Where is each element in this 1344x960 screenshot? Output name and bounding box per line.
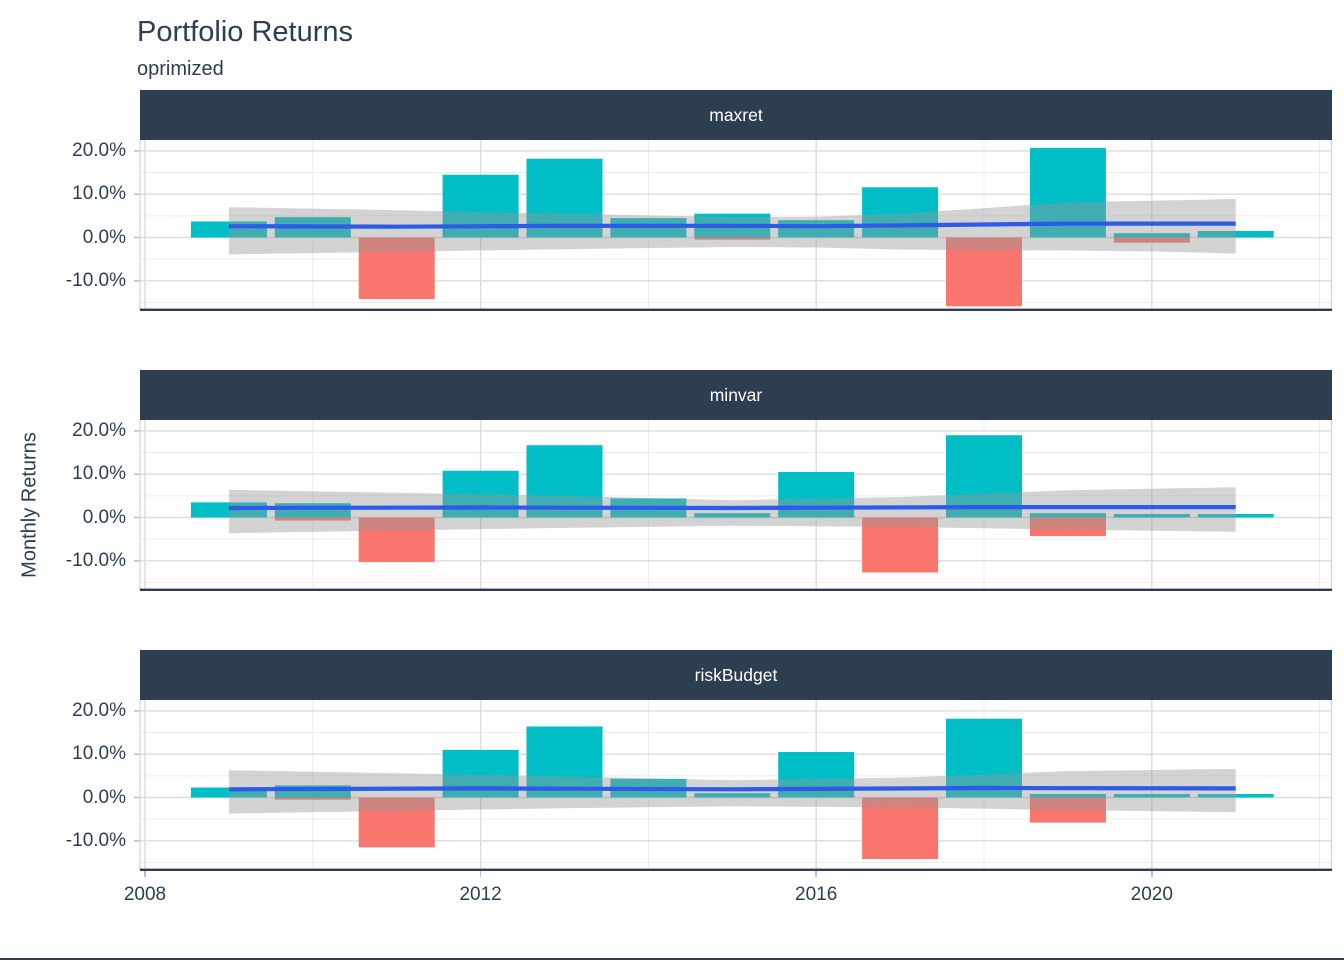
return-bar-negative <box>1029 517 1106 537</box>
return-bar-positive <box>778 472 855 518</box>
return-bar-negative <box>358 797 435 848</box>
return-bar-negative <box>862 517 939 573</box>
mean-return-line <box>228 221 1236 229</box>
return-bar-positive <box>862 187 939 238</box>
return-bar-positive <box>1113 233 1190 238</box>
facet-panel-maxret <box>134 140 1332 311</box>
panel-axis-line-bottom <box>140 868 1332 871</box>
x-tick-label: 2016 <box>795 884 838 905</box>
mean-return-line <box>228 504 1236 511</box>
return-bar-positive <box>526 726 603 798</box>
return-bar-positive <box>694 513 771 518</box>
return-bar-negative <box>358 517 435 563</box>
y-tick-label: 0.0% <box>82 506 126 528</box>
return-bar-positive <box>190 787 267 798</box>
y-tick-label: -10.0% <box>65 829 126 851</box>
facet-strip-label: minvar <box>709 384 763 405</box>
return-bar-companion <box>1029 794 1106 798</box>
facet-strip-label: maxret <box>709 104 763 125</box>
return-bar-positive <box>526 445 603 518</box>
return-bar-companion <box>1113 237 1190 243</box>
return-bar-positive <box>442 470 519 518</box>
return-bar-companion <box>1029 513 1106 518</box>
plot-bottom-border <box>0 958 1344 960</box>
facet-strip-minvar: minvar <box>140 370 1332 420</box>
y-tick-label: -10.0% <box>65 269 126 291</box>
y-tick-label: -10.0% <box>65 549 126 571</box>
x-tick-label: 2008 <box>123 884 167 905</box>
facet-strip-riskbudget: riskBudget <box>140 650 1332 700</box>
y-tick-label: 0.0% <box>82 226 126 248</box>
facet-panel-minvar <box>134 420 1332 591</box>
mean-return-line <box>228 785 1236 792</box>
x-tick-mark <box>1151 871 1153 877</box>
confidence-ribbon <box>228 487 1236 534</box>
facet-strip-label: riskBudget <box>694 664 778 685</box>
x-tick-mark <box>815 871 817 877</box>
x-tick-mark <box>479 871 482 877</box>
y-tick-label: 0.0% <box>82 786 126 808</box>
return-bar-negative <box>946 237 1022 307</box>
y-tick-label: 10.0% <box>72 463 126 485</box>
return-bar-companion <box>694 237 771 240</box>
return-bar-positive <box>946 435 1022 518</box>
facet-panel-riskbudget <box>134 700 1332 871</box>
return-bar-negative <box>862 797 939 859</box>
chart-subtitle: oprimized <box>137 58 224 80</box>
return-bar-positive <box>1113 794 1190 798</box>
x-tick-label: 2012 <box>459 884 502 905</box>
return-bar-positive <box>1197 231 1274 238</box>
return-bar-positive <box>1197 794 1274 798</box>
panel-axis-line-bottom <box>140 588 1332 591</box>
y-tick-label: 20.0% <box>72 699 126 721</box>
panel-axis-line-bottom <box>140 308 1332 311</box>
y-tick-label: 10.0% <box>72 743 126 765</box>
return-bar-negative <box>358 237 435 299</box>
y-tick-label: 20.0% <box>72 419 126 441</box>
return-bar-positive <box>694 793 771 798</box>
y-tick-label: 20.0% <box>72 139 126 161</box>
return-bar-negative <box>1029 797 1106 823</box>
x-tick-mark <box>144 871 146 877</box>
return-bar-positive <box>1197 514 1274 518</box>
chart-title: Portfolio Returns <box>137 16 353 48</box>
x-tick-label: 2020 <box>1130 884 1173 905</box>
return-bar-positive <box>1113 514 1190 518</box>
return-bar-positive <box>946 718 1022 798</box>
y-tick-label: 10.0% <box>72 183 126 205</box>
return-bar-companion <box>274 797 351 800</box>
facet-strip-maxret: maxret <box>140 90 1332 140</box>
return-bar-companion <box>274 517 351 521</box>
